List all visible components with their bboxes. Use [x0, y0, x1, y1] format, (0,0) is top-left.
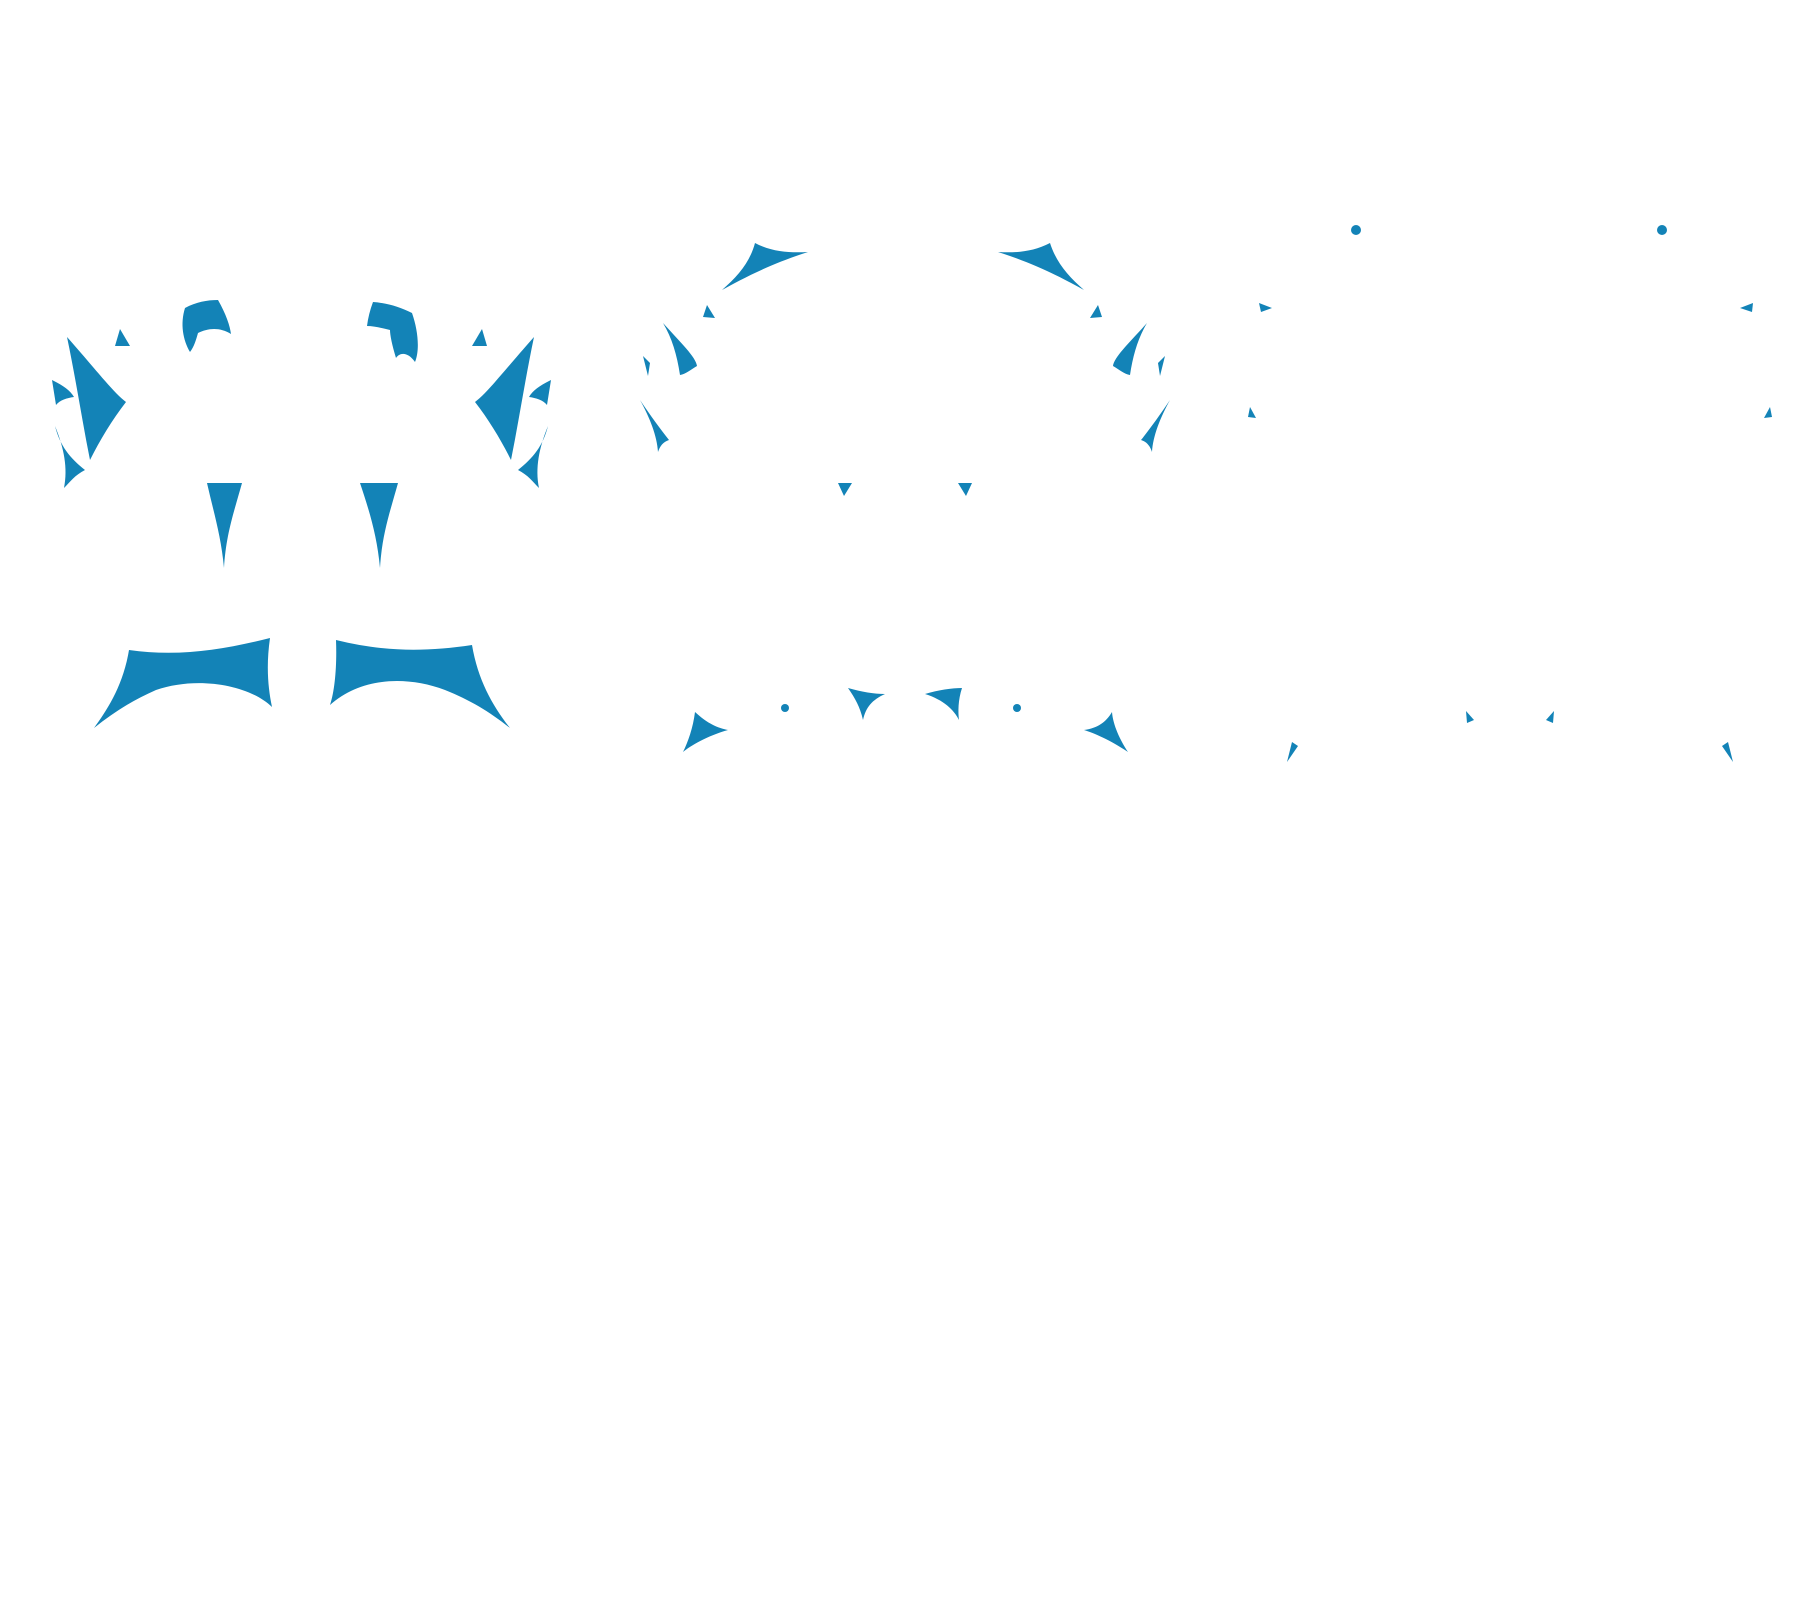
shard — [781, 704, 789, 712]
shard — [1141, 400, 1170, 452]
shard — [475, 337, 534, 460]
shard — [1740, 303, 1753, 312]
shard — [472, 329, 487, 346]
shape-group-2 — [640, 243, 1170, 752]
shard — [663, 323, 697, 375]
shape-group-3 — [1248, 225, 1772, 762]
shape-group-1 — [52, 300, 551, 728]
shard — [1113, 323, 1147, 375]
shard — [1090, 305, 1102, 318]
shard — [640, 400, 669, 452]
shard — [1287, 742, 1298, 762]
shard — [55, 426, 85, 488]
shard — [643, 356, 650, 376]
shard — [207, 483, 242, 568]
shard — [1084, 712, 1128, 752]
shard — [330, 640, 510, 728]
shard — [925, 688, 962, 720]
shard — [1248, 407, 1256, 418]
shard — [1351, 225, 1361, 235]
shard — [52, 380, 74, 405]
shard — [683, 712, 728, 752]
shard — [115, 329, 130, 346]
shard — [958, 483, 972, 496]
shard — [360, 483, 398, 568]
shard — [182, 300, 231, 352]
shard — [703, 305, 715, 318]
shard — [722, 243, 808, 290]
shard — [518, 426, 548, 488]
shard — [1466, 711, 1474, 723]
shard — [838, 483, 852, 496]
shard — [1158, 356, 1165, 376]
shard — [848, 688, 885, 720]
shard — [1259, 303, 1272, 312]
shard — [998, 243, 1084, 290]
shard — [367, 302, 418, 362]
shard — [1722, 742, 1733, 762]
shard — [1013, 704, 1021, 712]
shard — [1657, 225, 1667, 235]
shard — [1546, 711, 1554, 723]
shard — [529, 380, 551, 405]
shard — [67, 337, 126, 460]
shard — [1764, 407, 1772, 418]
shard — [94, 638, 272, 728]
